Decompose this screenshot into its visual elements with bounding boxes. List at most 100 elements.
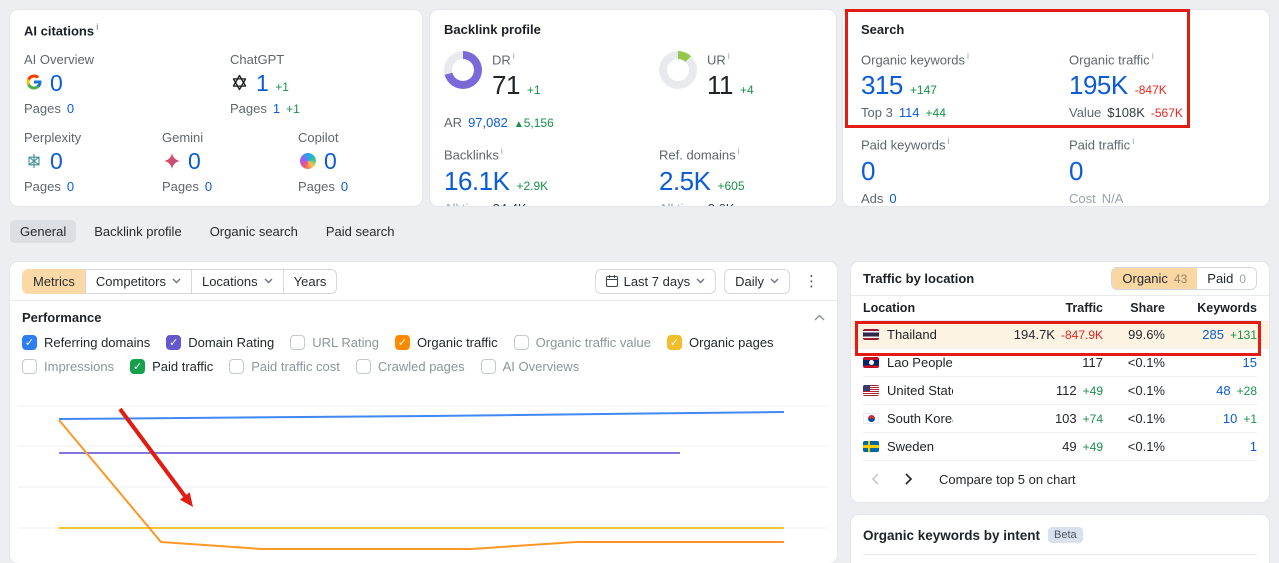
metric-paid-traffic[interactable]: Paid traffic [130,357,213,376]
locations-dropdown[interactable]: Locations [190,268,283,294]
table-header-row: Location Traffic Share Keywords [863,296,1257,321]
tab-backlink-profile[interactable]: Backlink profile [94,224,182,239]
tab-organic-search[interactable]: Organic search [209,224,298,239]
copilot-value: 0 [324,148,337,175]
metric-ai-overviews[interactable]: AI Overviews [480,357,579,376]
backlinks-value[interactable]: 16.1K [444,165,510,196]
south-korea-flag-icon [863,413,879,424]
ur-donut-chart [659,51,697,89]
ahrefs-rank: AR 97,082 ▲5,156 [444,115,554,131]
chevron-down-icon [696,278,705,284]
checkbox [513,335,529,350]
prev-page-button[interactable] [865,471,885,487]
gemini-icon [162,152,181,171]
checkbox [166,335,182,350]
table-row-united-states[interactable]: United States 112+49 <0.1% 48+28 [863,377,1257,405]
metric-organic-traffic-value[interactable]: Organic traffic value [513,333,651,352]
gemini-value: 0 [188,148,201,175]
organic-traffic-value[interactable]: 195K [1069,70,1128,101]
location-table: Location Traffic Share Keywords Thailand… [851,296,1269,461]
checkbox [130,359,146,374]
chevron-down-icon [264,278,273,284]
ar-value[interactable]: 97,082 [468,115,508,131]
chevron-down-icon [172,278,181,284]
thailand-flag-icon [863,329,879,340]
performance-card: Metrics Competitors Locations Years Last… [10,262,837,563]
pages-count[interactable]: 0 [66,179,75,195]
keywords-by-intent-title: Organic keywords by intent [863,527,1041,543]
ref-domains-value[interactable]: 2.5K [659,165,711,196]
metric-organic-traffic[interactable]: Organic traffic [394,333,498,352]
toggle-paid[interactable]: Paid 0 [1197,268,1256,289]
table-row-laos[interactable]: Lao People's Democratic Rep 117 <0.1% 15 [863,349,1257,377]
collapse-chevron-icon[interactable] [814,314,825,321]
paid-keywords-value[interactable]: 0 [861,155,875,186]
metric-domain-rating[interactable]: Domain Rating [166,333,274,352]
checkbox [480,359,496,374]
ref-domains-block: Ref. domains 2.5K+605 All time2.6K [659,146,822,206]
ai-citation-gemini: Gemini 0 Pages 0 [162,130,213,195]
compare-top5-link[interactable]: Compare top 5 on chart [939,471,1076,487]
pages-count[interactable]: 0 [66,101,75,117]
table-row-thailand[interactable]: Thailand 194.7K -847.9K 99.6% 285 +131 [851,321,1269,349]
table-row-sweden[interactable]: Sweden 49 +49 <0.1% 1 [863,433,1257,461]
years-button[interactable]: Years [282,268,338,294]
chatgpt-value: 1 [256,70,269,97]
info-icon [501,146,503,156]
ai-citations-title: AI citations [24,22,408,38]
google-icon [24,73,43,92]
granularity-dropdown[interactable]: Daily [724,268,790,294]
red-arrow-annotation [179,492,193,507]
info-icon [513,51,515,61]
date-range-dropdown[interactable]: Last 7 days [594,268,717,294]
laos-flag-icon [863,357,879,368]
metric-paid-traffic-cost[interactable]: Paid traffic cost [229,357,340,376]
search-card: Search Organic keywords 315+147 Top 3114… [843,10,1269,206]
keywords-by-intent-card: Organic keywords by intent Beta [851,515,1269,563]
us-flag-icon [863,385,879,396]
divider [863,554,1257,555]
organic-traffic-block: Organic traffic 195K-847K Value$108K-567… [1069,51,1251,120]
series-referring-domains [58,411,785,420]
kebab-menu-icon[interactable]: ⋮ [804,273,819,290]
metrics-button[interactable]: Metrics [22,268,85,294]
checkbox [229,359,245,374]
checkbox [667,335,682,350]
backlink-profile-title: Backlink profile [444,22,541,37]
sweden-flag-icon [863,441,879,452]
competitors-dropdown[interactable]: Competitors [84,268,191,294]
organic-paid-toggle: Organic 43 Paid 0 [1111,267,1257,290]
metric-referring-domains[interactable]: Referring domains [22,333,150,352]
tab-paid-search[interactable]: Paid search [325,224,395,239]
info-icon [967,51,969,61]
perplexity-value: 0 [50,148,63,175]
metric-url-rating[interactable]: URL Rating [290,333,379,352]
metric-impressions[interactable]: Impressions [22,357,114,376]
pages-count[interactable]: 0 [204,179,213,195]
top3-value[interactable]: 114 [898,105,920,121]
info-icon [738,146,740,156]
pages-count[interactable]: 0 [340,179,349,195]
metric-toggles: Referring domains Domain Rating URL Rati… [10,329,830,376]
checkbox [22,359,37,374]
toggle-organic[interactable]: Organic 43 [1112,268,1198,289]
organic-keywords-value[interactable]: 315 [861,70,903,101]
traffic-by-location-card: Traffic by location Organic 43 Paid 0 Loca… [851,262,1269,502]
checkbox [394,335,410,350]
paid-traffic-value[interactable]: 0 [1069,155,1083,186]
copilot-icon [298,152,317,171]
pages-count[interactable]: 1 [272,101,281,117]
next-page-button[interactable] [899,471,919,487]
metric-organic-pages[interactable]: Organic pages [667,333,774,352]
ai-citation-perplexity: Perplexity 0 Pages 0 [24,130,82,195]
table-row-south-korea[interactable]: South Korea 103 +74 <0.1% 10 +1 [863,405,1257,433]
info-icon [1132,136,1134,146]
ai-citation-copilot: Copilot 0 Pages 0 [298,130,349,195]
metric-crawled-pages[interactable]: Crawled pages [355,357,465,376]
tab-general[interactable]: General [10,220,77,243]
chevron-down-icon [770,278,779,284]
